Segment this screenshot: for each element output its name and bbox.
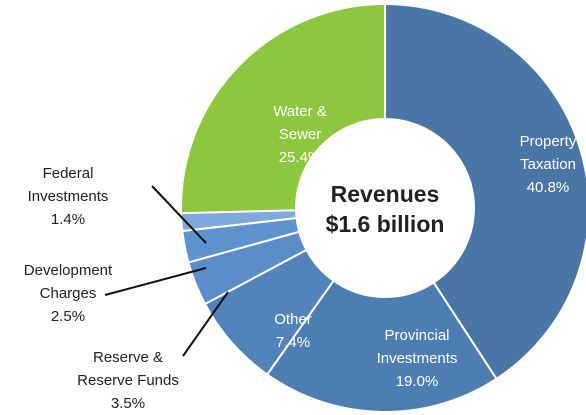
slice-label: Water & Sewer — [273, 103, 327, 143]
slice-value-label: 2.5% — [51, 308, 85, 325]
leader-line — [182, 291, 229, 357]
donut-slice — [265, 279, 498, 413]
label-line: Other — [274, 311, 312, 328]
leader-line — [104, 267, 207, 296]
chart-title: Revenues — [331, 181, 440, 207]
label-line: Investments — [28, 188, 109, 205]
label-line: Reserve Funds — [77, 372, 179, 389]
slice-value-label: 25.4% — [279, 149, 322, 166]
label-line: Development — [24, 262, 113, 279]
slice-value-label: 1.4% — [51, 211, 85, 228]
label-line: Water & — [273, 103, 327, 120]
slice-label: Federal Investments — [28, 165, 109, 205]
slice-label: Other — [274, 311, 312, 328]
label-line: Reserve & — [93, 349, 163, 366]
label-line: Investments — [377, 350, 458, 367]
slice-label: Provincial Investments — [377, 327, 458, 367]
slice-value-label: 3.5% — [111, 395, 145, 412]
slice-value-label: 19.0% — [396, 373, 439, 390]
slice-value-label: 40.8% — [527, 179, 570, 196]
slice-label: Reserve & Reserve Funds — [77, 349, 179, 389]
label-line: Taxation — [520, 156, 576, 173]
label-line: Federal — [43, 165, 94, 182]
slice-label: Development Charges — [24, 262, 113, 302]
donut-slice — [384, 2, 586, 381]
label-line: Property — [520, 133, 577, 150]
slice-label: Property Taxation — [520, 133, 577, 173]
leader-line — [151, 185, 207, 244]
chart-subtitle: $1.6 billion — [326, 211, 445, 237]
label-line: Provincial — [384, 327, 449, 344]
slice-value-label: 7.4% — [276, 334, 310, 351]
label-line: Sewer — [279, 126, 322, 143]
label-line: Charges — [40, 285, 97, 302]
donut-slice — [180, 2, 386, 215]
